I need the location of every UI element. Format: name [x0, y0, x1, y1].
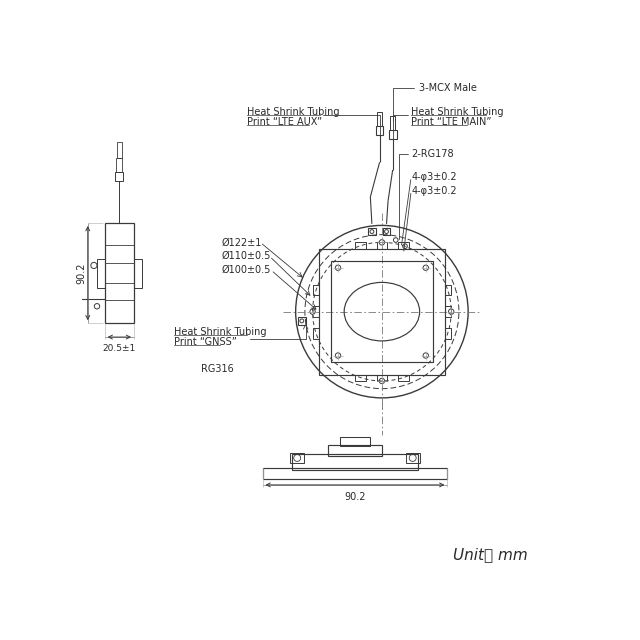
Bar — [105, 223, 134, 323]
Bar — [298, 317, 306, 324]
Text: Print “LTE MAIN”: Print “LTE MAIN” — [411, 117, 492, 127]
Bar — [319, 248, 445, 375]
Text: Heat Shrink Tubing: Heat Shrink Tubing — [174, 328, 266, 337]
Bar — [376, 375, 387, 381]
Bar — [97, 259, 105, 288]
Text: 4-φ3±0.2: 4-φ3±0.2 — [411, 186, 457, 196]
Bar — [312, 328, 319, 339]
Bar — [398, 375, 409, 381]
Text: 20.5±1: 20.5±1 — [102, 344, 136, 353]
Bar — [312, 307, 319, 317]
Bar — [116, 157, 122, 172]
Bar — [117, 142, 122, 157]
Text: 90.2: 90.2 — [77, 262, 86, 284]
Bar — [331, 261, 433, 362]
Bar — [368, 228, 376, 236]
Text: Unit： mm: Unit： mm — [454, 547, 528, 562]
Text: Print “LTE AUX”: Print “LTE AUX” — [247, 117, 323, 127]
Bar — [445, 307, 451, 317]
Bar — [389, 130, 397, 139]
Bar — [445, 285, 451, 296]
Bar — [383, 228, 390, 236]
Text: Ø110±0.5: Ø110±0.5 — [221, 252, 271, 261]
Bar — [376, 243, 387, 248]
Text: Ø100±0.5: Ø100±0.5 — [221, 265, 271, 275]
Bar — [355, 375, 365, 381]
Bar — [57, 296, 65, 301]
Bar — [134, 259, 141, 288]
Text: 90.2: 90.2 — [344, 492, 365, 502]
Bar — [291, 453, 304, 463]
Bar — [390, 116, 395, 130]
Text: RG316: RG316 — [201, 364, 234, 374]
Bar — [262, 468, 447, 479]
Bar — [115, 172, 123, 180]
Bar — [376, 126, 383, 135]
Text: 3-MCX Male: 3-MCX Male — [419, 83, 477, 93]
Bar — [378, 112, 382, 126]
Text: Print “GNSS”: Print “GNSS” — [174, 337, 237, 348]
Bar — [445, 328, 451, 339]
Bar — [340, 437, 371, 447]
Bar — [355, 243, 365, 248]
Text: Heat Shrink Tubing: Heat Shrink Tubing — [411, 108, 504, 117]
Text: Ø122±1: Ø122±1 — [221, 237, 262, 247]
Text: 2-RG178: 2-RG178 — [411, 148, 454, 159]
Bar — [292, 454, 418, 470]
Bar — [406, 453, 420, 463]
Bar — [328, 445, 382, 456]
Bar — [398, 243, 409, 248]
Bar — [312, 285, 319, 296]
Text: Heat Shrink Tubing: Heat Shrink Tubing — [247, 108, 340, 117]
Text: 4-φ3±0.2: 4-φ3±0.2 — [411, 172, 457, 182]
